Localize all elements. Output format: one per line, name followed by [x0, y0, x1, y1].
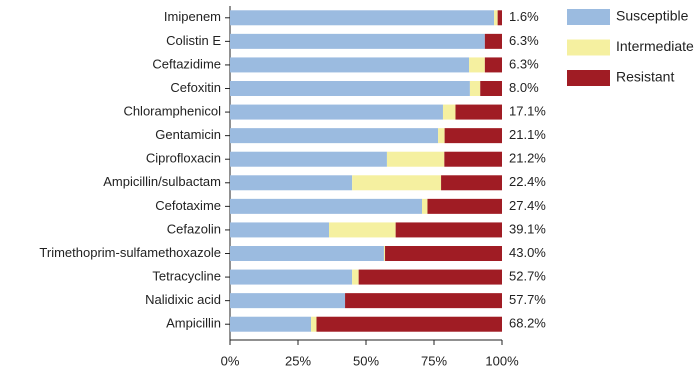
bar-segment	[455, 104, 502, 120]
bar-segment	[497, 10, 502, 26]
bar-segment	[484, 57, 502, 73]
value-label: 68.2%	[509, 316, 546, 331]
bar-segment	[494, 10, 498, 26]
bar-segment	[230, 57, 470, 73]
bar-segment	[438, 128, 445, 144]
bar-segment	[329, 222, 396, 238]
x-tick-label: 50%	[353, 353, 379, 368]
value-label: 1.6%	[509, 9, 539, 24]
x-tick-label: 25%	[285, 353, 311, 368]
bar-segment	[469, 57, 485, 73]
value-label: 17.1%	[509, 104, 546, 119]
bar-segment	[385, 246, 502, 261]
y-tick-label: Cefoxitin	[170, 80, 221, 95]
y-tick-label: Ampicillin	[166, 316, 221, 331]
bar-segment	[230, 151, 387, 167]
bar-segment	[230, 81, 470, 96]
bar-segment	[383, 246, 386, 261]
legend-label: Susceptible	[616, 8, 689, 24]
bar-segment	[230, 33, 485, 49]
legend-swatch	[567, 70, 610, 86]
bar-segment	[230, 128, 439, 144]
bar-segment	[444, 128, 502, 144]
value-label: 6.3%	[509, 56, 539, 71]
y-tick-label: Gentamicin	[155, 127, 221, 142]
bar-segment	[442, 104, 456, 120]
bar-segment	[230, 269, 353, 285]
legend-label: Intermediate	[616, 38, 694, 54]
bar-segment	[230, 10, 495, 26]
bar-segment	[358, 269, 502, 285]
bar-segment	[484, 33, 502, 49]
bar-segment	[345, 293, 502, 309]
value-label: 57.7%	[509, 292, 546, 307]
bar-segment	[230, 293, 346, 309]
y-tick-label: Chloramphenicol	[123, 104, 221, 119]
bar-segment	[230, 198, 423, 214]
bar-segment	[422, 198, 428, 214]
bar-segment	[230, 246, 384, 261]
y-tick-label: Ceftazidime	[152, 56, 221, 71]
y-tick-label: Trimethoprim-sulfamethoxazole	[39, 245, 221, 260]
y-tick-label: Imipenem	[164, 9, 221, 24]
y-tick-label: Ampicillin/sulbactam	[103, 174, 221, 189]
value-label: 8.0%	[509, 80, 539, 95]
bar-segment	[230, 104, 443, 120]
value-label: 43.0%	[509, 245, 546, 260]
y-tick-label: Tetracycline	[152, 269, 221, 284]
bar-segment	[469, 81, 481, 96]
bar-segment	[316, 316, 502, 332]
value-label: 22.4%	[509, 174, 546, 189]
legend-swatch	[567, 9, 610, 25]
bar-segment	[480, 81, 502, 96]
value-label: 21.1%	[509, 127, 546, 142]
value-label: 21.2%	[509, 151, 546, 166]
bar-segment	[427, 198, 502, 214]
bar-segment	[395, 222, 502, 238]
bar-segment	[311, 316, 317, 332]
bar-segment	[441, 175, 502, 191]
bar-segment	[352, 175, 442, 191]
legend-label: Resistant	[616, 69, 674, 85]
x-tick-label: 100%	[485, 353, 519, 368]
bar-segment	[444, 151, 502, 167]
bar-segment	[230, 222, 330, 238]
bar-segment	[230, 316, 312, 332]
y-tick-label: Colistin E	[166, 33, 221, 48]
bar-segment	[386, 151, 445, 167]
value-label: 6.3%	[509, 33, 539, 48]
x-tick-label: 75%	[421, 353, 447, 368]
y-tick-label: Cefazolin	[167, 221, 221, 236]
y-tick-label: Cefotaxime	[155, 198, 221, 213]
bar-segment	[352, 269, 359, 285]
y-tick-label: Nalidixic acid	[145, 292, 221, 307]
legend-swatch	[567, 39, 610, 56]
x-tick-label: 0%	[221, 353, 240, 368]
value-label: 52.7%	[509, 269, 546, 284]
y-tick-label: Ciprofloxacin	[146, 151, 221, 166]
value-label: 27.4%	[509, 198, 546, 213]
value-label: 39.1%	[509, 221, 546, 236]
bar-segment	[230, 175, 353, 191]
